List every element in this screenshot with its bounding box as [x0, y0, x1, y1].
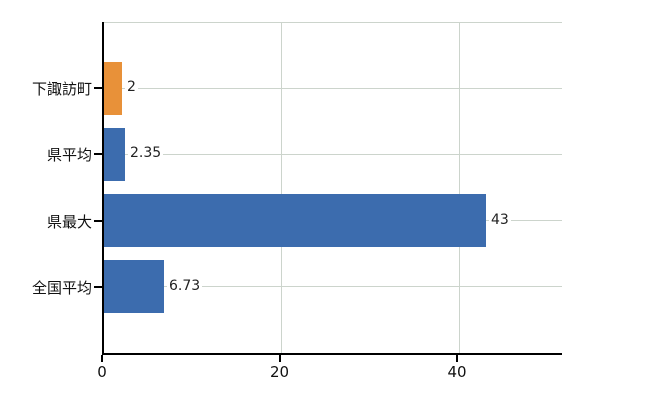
gridline-horizontal [104, 87, 562, 89]
x-tick-label: 40 [447, 363, 467, 381]
category-label: 全国平均 [31, 278, 92, 297]
category-label: 下諏訪町 [31, 80, 92, 99]
gridline-vertical [281, 22, 283, 353]
x-tick-label: 0 [97, 363, 107, 381]
bar-下諏訪町 [104, 62, 122, 115]
bar-県最大 [104, 194, 486, 247]
value-label: 2.35 [128, 145, 164, 162]
value-label: 43 [489, 211, 511, 228]
category-label: 県平均 [46, 146, 92, 165]
x-axis-tick [456, 355, 459, 362]
category-label: 県最大 [46, 212, 92, 231]
gridline-top [104, 22, 562, 23]
y-axis-tick [94, 87, 102, 90]
gridline-vertical [458, 22, 460, 353]
x-axis-tick [278, 355, 281, 362]
plot-area: 2 2.35 43 6.73 [102, 22, 562, 355]
bar-県平均 [104, 128, 125, 181]
x-tick-label: 20 [269, 363, 290, 381]
x-axis-tick [101, 355, 103, 362]
y-axis-tick [94, 153, 102, 156]
value-label: 6.73 [167, 277, 203, 295]
gridline-horizontal [104, 286, 562, 288]
y-axis-tick [94, 219, 102, 222]
bar-全国平均 [104, 260, 164, 313]
gridline-horizontal [104, 153, 562, 155]
y-axis-tick [94, 285, 102, 288]
value-label: 2 [125, 79, 138, 96]
